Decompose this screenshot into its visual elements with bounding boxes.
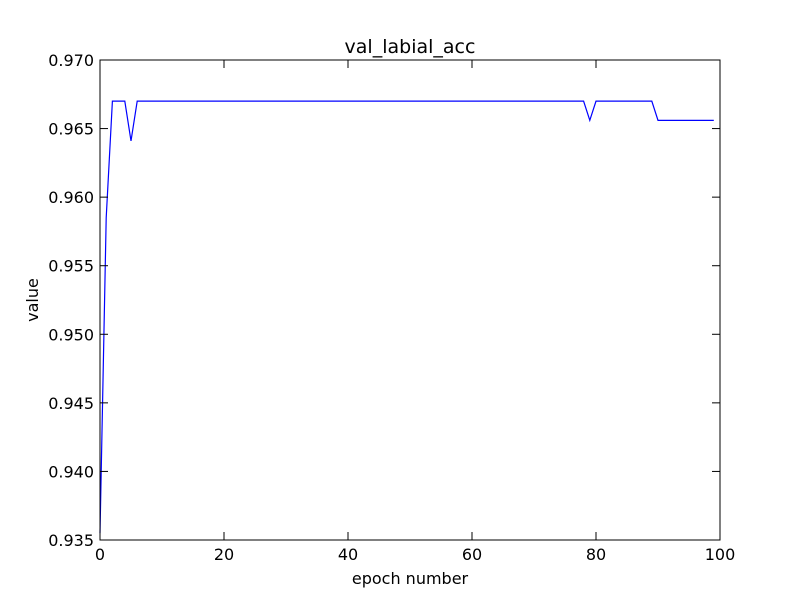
- x-tick-label-1: 20: [214, 545, 234, 564]
- y-tick-label-2: 0.945: [48, 394, 94, 413]
- x-tick-label-2: 40: [338, 545, 358, 564]
- chart-title: val_labial_acc: [345, 36, 476, 58]
- series-line-0: [99, 100, 714, 534]
- y-tick-label-7: 0.970: [48, 51, 94, 70]
- x-tick-label-4: 80: [586, 545, 606, 564]
- x-axis-label: epoch number: [352, 569, 469, 588]
- y-tick-label-1: 0.940: [48, 462, 94, 481]
- x-tick-label-3: 60: [462, 545, 482, 564]
- x-tick-label-0: 0: [95, 545, 105, 564]
- y-axis-label: value: [23, 278, 42, 322]
- y-tick-label-6: 0.965: [48, 120, 94, 139]
- y-tick-label-4: 0.955: [48, 257, 94, 276]
- plot-frame: [99, 59, 721, 541]
- y-tick-label-5: 0.960: [48, 188, 94, 207]
- y-tick-label-0: 0.935: [48, 531, 94, 550]
- y-tick-label-3: 0.950: [48, 325, 94, 344]
- x-tick-label-5: 100: [705, 545, 736, 564]
- plot-area: 0 20 40 60 80 100 0.935 0.940 0.945 0.950 0.955 0.9…: [48, 51, 735, 564]
